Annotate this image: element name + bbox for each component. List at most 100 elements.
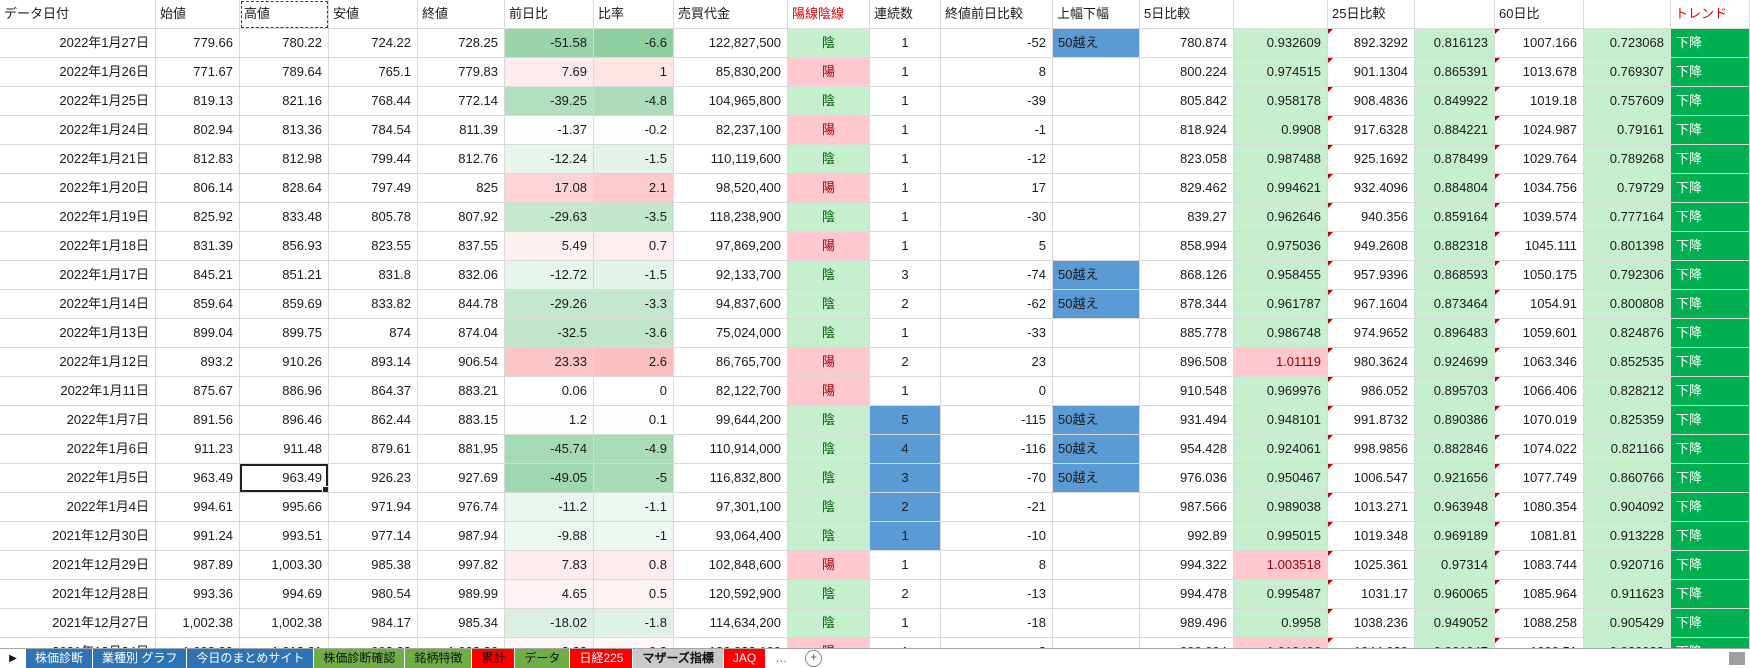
cell-candle[interactable]: 陽: [788, 638, 870, 648]
cell-candle[interactable]: 陰: [788, 406, 870, 435]
cell-ma5_ratio[interactable]: 0.958455: [1234, 261, 1328, 290]
cell-high[interactable]: 911.48: [240, 435, 329, 464]
cell-ma5[interactable]: 823.058: [1140, 145, 1234, 174]
cell-diff[interactable]: 8: [941, 551, 1053, 580]
cell-ma5[interactable]: 992.89: [1140, 522, 1234, 551]
cell-open[interactable]: 779.66: [156, 29, 240, 58]
header-high[interactable]: 高値: [240, 0, 329, 29]
cell-ma60_ratio[interactable]: 0.852535: [1584, 348, 1671, 377]
cell-high[interactable]: 813.36: [240, 116, 329, 145]
tab-scroll-right-icon[interactable]: ▶: [9, 653, 17, 664]
cell-trend[interactable]: 下降: [1671, 29, 1750, 58]
cell-candle[interactable]: 陰: [788, 522, 870, 551]
cell-trend[interactable]: 下降: [1671, 522, 1750, 551]
cell-ma25[interactable]: 1044.029: [1328, 638, 1415, 648]
cell-volume[interactable]: 97,869,200: [674, 232, 788, 261]
cell-ma5_ratio[interactable]: 0.974515: [1234, 58, 1328, 87]
cell-date[interactable]: 2022年1月6日: [0, 435, 156, 464]
cell-pct[interactable]: -4.9: [594, 435, 674, 464]
cell-close[interactable]: 811.39: [418, 116, 505, 145]
cell-low[interactable]: 833.82: [329, 290, 418, 319]
cell-open[interactable]: 831.39: [156, 232, 240, 261]
cell-open[interactable]: 859.64: [156, 290, 240, 319]
cell-change[interactable]: -29.63: [505, 203, 594, 232]
cell-volume[interactable]: 99,644,200: [674, 406, 788, 435]
cell-ma25[interactable]: 932.4096: [1328, 174, 1415, 203]
cell-high[interactable]: 833.48: [240, 203, 329, 232]
cell-ma60_ratio[interactable]: 0.792306: [1584, 261, 1671, 290]
cell-ma5_ratio[interactable]: 0.961787: [1234, 290, 1328, 319]
cell-diff[interactable]: -62: [941, 290, 1053, 319]
cell-candle[interactable]: 陰: [788, 145, 870, 174]
cell-ma25[interactable]: 998.9856: [1328, 435, 1415, 464]
cell-ma60_ratio[interactable]: 0.79729: [1584, 174, 1671, 203]
cell-change[interactable]: 4.65: [505, 580, 594, 609]
cell-low[interactable]: 784.54: [329, 116, 418, 145]
cell-volume[interactable]: 86,765,700: [674, 348, 788, 377]
cell-streak[interactable]: 4: [870, 435, 941, 464]
cell-streak[interactable]: 1: [870, 29, 941, 58]
cell-diff[interactable]: -116: [941, 435, 1053, 464]
cell-ma60[interactable]: 1066.406: [1495, 377, 1584, 406]
cell-pct[interactable]: 0.3: [594, 638, 674, 648]
cell-low[interactable]: 984.17: [329, 609, 418, 638]
cell-ma5_ratio[interactable]: 0.9908: [1234, 116, 1328, 145]
cell-ma60[interactable]: 1034.756: [1495, 174, 1584, 203]
cell-streak[interactable]: 2: [870, 348, 941, 377]
cell-streak[interactable]: 2: [870, 290, 941, 319]
cell-low[interactable]: 874: [329, 319, 418, 348]
cell-ma60_ratio[interactable]: 0.920082: [1584, 638, 1671, 648]
cell-ma60_ratio[interactable]: 0.723068: [1584, 29, 1671, 58]
cell-low[interactable]: 797.49: [329, 174, 418, 203]
cell-candle[interactable]: 陰: [788, 87, 870, 116]
cell-band[interactable]: [1053, 638, 1140, 648]
cell-open[interactable]: 994.61: [156, 493, 240, 522]
cell-low[interactable]: 862.44: [329, 406, 418, 435]
header-band[interactable]: 上幅下幅: [1053, 0, 1140, 29]
cell-ma5[interactable]: 829.462: [1140, 174, 1234, 203]
cell-close[interactable]: 832.06: [418, 261, 505, 290]
cell-volume[interactable]: 120,592,900: [674, 580, 788, 609]
cell-ma5[interactable]: 976.036: [1140, 464, 1234, 493]
cell-diff[interactable]: 17: [941, 174, 1053, 203]
cell-band[interactable]: 50越え: [1053, 435, 1140, 464]
cell-ma60[interactable]: 1054.91: [1495, 290, 1584, 319]
cell-ma25_ratio[interactable]: 0.97314: [1415, 551, 1495, 580]
cell-ma25_ratio[interactable]: 0.895703: [1415, 377, 1495, 406]
cell-ma25[interactable]: 957.9396: [1328, 261, 1415, 290]
cell-ma25_ratio[interactable]: 0.884221: [1415, 116, 1495, 145]
cell-ma25[interactable]: 1019.348: [1328, 522, 1415, 551]
cell-streak[interactable]: 1: [870, 638, 941, 648]
cell-low[interactable]: 765.1: [329, 58, 418, 87]
cell-ma25_ratio[interactable]: 0.961047: [1415, 638, 1495, 648]
cell-diff[interactable]: -33: [941, 319, 1053, 348]
cell-open[interactable]: 771.67: [156, 58, 240, 87]
cell-ma60[interactable]: 1070.019: [1495, 406, 1584, 435]
cell-ma60_ratio[interactable]: 0.769307: [1584, 58, 1671, 87]
cell-ma5_ratio[interactable]: 0.987488: [1234, 145, 1328, 174]
cell-ma25[interactable]: 925.1692: [1328, 145, 1415, 174]
cell-low[interactable]: 823.55: [329, 232, 418, 261]
cell-open[interactable]: 845.21: [156, 261, 240, 290]
cell-band[interactable]: [1053, 87, 1140, 116]
cell-band[interactable]: [1053, 145, 1140, 174]
cell-ma25[interactable]: 1025.361: [1328, 551, 1415, 580]
cell-high[interactable]: 780.22: [240, 29, 329, 58]
cell-ma25_ratio[interactable]: 0.896483: [1415, 319, 1495, 348]
cell-date[interactable]: 2022年1月18日: [0, 232, 156, 261]
cell-pct[interactable]: -3.3: [594, 290, 674, 319]
cell-ma25_ratio[interactable]: 0.882318: [1415, 232, 1495, 261]
cell-diff[interactable]: 3: [941, 638, 1053, 648]
cell-volume[interactable]: 82,237,100: [674, 116, 788, 145]
cell-close[interactable]: 997.82: [418, 551, 505, 580]
cell-candle[interactable]: 陽: [788, 58, 870, 87]
cell-diff[interactable]: 5: [941, 232, 1053, 261]
cell-low[interactable]: 805.78: [329, 203, 418, 232]
cell-ma60_ratio[interactable]: 0.904092: [1584, 493, 1671, 522]
cell-diff[interactable]: -52: [941, 29, 1053, 58]
cell-streak[interactable]: 1: [870, 609, 941, 638]
cell-band[interactable]: [1053, 377, 1140, 406]
cell-diff[interactable]: -115: [941, 406, 1053, 435]
cell-date[interactable]: 2022年1月13日: [0, 319, 156, 348]
cell-ma60[interactable]: 1083.744: [1495, 551, 1584, 580]
